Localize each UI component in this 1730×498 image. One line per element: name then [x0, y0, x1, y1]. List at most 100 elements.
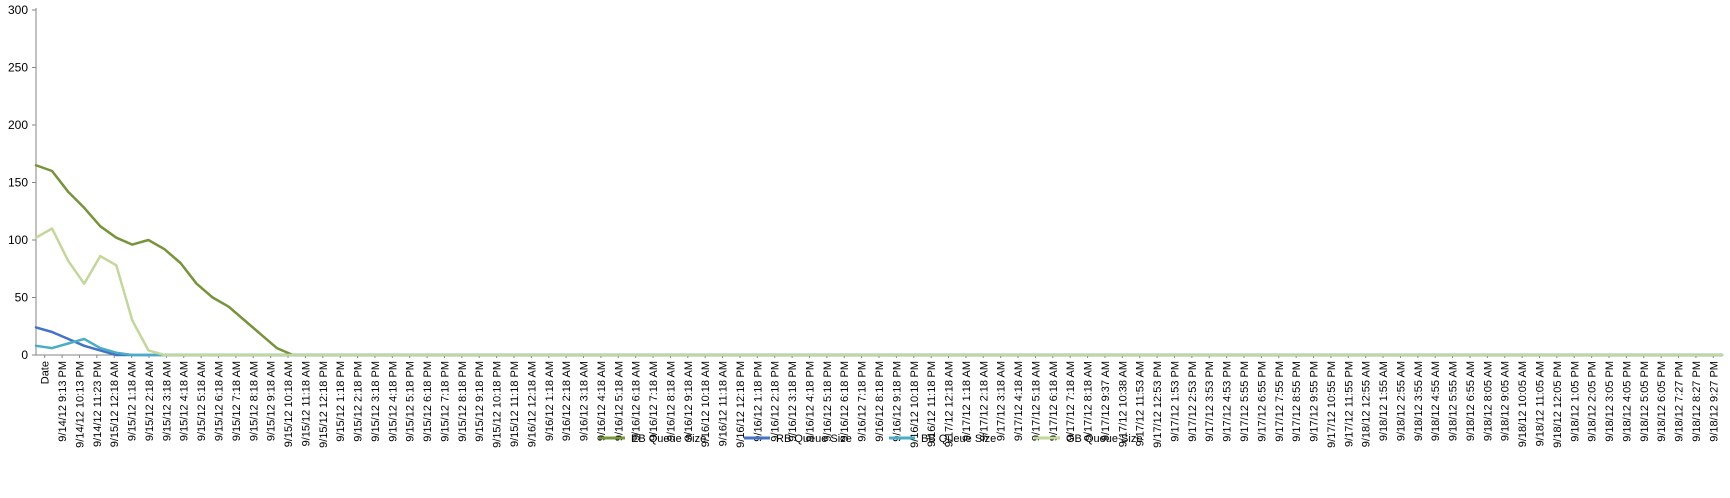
- x-tick-label: 9/17/12 1:53 PM: [1169, 361, 1181, 442]
- x-tick-label: 9/18/12 4:05 PM: [1621, 361, 1633, 442]
- x-tick-label: 9/15/12 12:18 PM: [318, 361, 330, 448]
- x-tick-label: 9/16/12 5:18 PM: [822, 361, 834, 442]
- x-tick-label: 9/16/12 6:18 PM: [839, 361, 851, 442]
- x-tick-label: 9/16/12 2:18 PM: [770, 361, 782, 442]
- x-tick-label: 9/16/12 7:18 PM: [857, 361, 869, 442]
- x-tick-label: 9/18/12 1:55 AM: [1378, 361, 1390, 441]
- y-tick-label: 200: [8, 118, 28, 132]
- x-tick-label: 9/14/12 11:23 PM: [92, 361, 104, 447]
- x-tick-label: 9/16/12 5:18 AM: [613, 361, 625, 441]
- x-tick-label: Date: [40, 361, 52, 384]
- x-tick-label: 9/15/12 8:18 PM: [457, 361, 469, 442]
- x-tick-label: 9/17/12 1:18 AM: [961, 361, 973, 441]
- series-layer: [34, 164, 1724, 357]
- x-tick-label: 9/16/12 11:18 AM: [718, 361, 730, 446]
- x-tick-label: 9/18/12 2:55 AM: [1395, 361, 1407, 441]
- x-tick-label: 9/15/12 3:18 AM: [161, 361, 173, 441]
- x-tick-label: 9/16/12 1:18 PM: [752, 361, 764, 442]
- x-tick-label: 9/15/12 1:18 AM: [127, 361, 139, 441]
- x-tick-label: 9/16/12 9:18 PM: [891, 361, 903, 442]
- x-tick-label: 9/18/12 11:05 AM: [1534, 361, 1546, 446]
- x-tick-label: 9/15/12 10:18 AM: [283, 361, 295, 447]
- x-tick-label: 9/17/12 11:55 PM: [1343, 361, 1355, 447]
- x-tick-label: 9/14/12 9:13 PM: [57, 361, 69, 442]
- x-tick-label: 9/16/12 2:18 AM: [561, 361, 573, 441]
- legend-label: GB Queue Size: [1066, 433, 1142, 445]
- x-tick-label: 9/15/12 6:18 AM: [214, 361, 226, 441]
- x-tick-label: 9/16/12 12:18 AM: [526, 361, 538, 447]
- x-tick-label: 9/18/12 9:05 AM: [1500, 361, 1512, 441]
- x-tick-label: 9/16/12 3:18 PM: [787, 361, 799, 442]
- x-tick-label: 9/15/12 6:18 PM: [422, 361, 434, 442]
- x-tick-label: 9/17/12 8:18 AM: [1083, 361, 1095, 441]
- x-tick-label: 9/15/12 1:18 PM: [335, 361, 347, 442]
- x-tick-label: 9/17/12 7:18 AM: [1065, 361, 1077, 441]
- legend-item-3: GB Queue Size: [1034, 433, 1142, 445]
- x-tick-label: 9/15/12 11:18 PM: [509, 361, 521, 447]
- x-tick-label: 9/16/12 8:18 PM: [874, 361, 886, 442]
- x-tick-label: 9/17/12 9:37 AM: [1100, 361, 1112, 441]
- x-tick-label: 9/18/12 3:55 AM: [1413, 361, 1425, 441]
- x-axis: Date 9/14/12 9:13 PM 9/14/12 10:13 PM 9/14/…: [36, 354, 1722, 448]
- legend-label: RB Queue Size: [776, 433, 852, 445]
- y-axis: 0 50 100 150 200 250 300: [8, 3, 37, 362]
- x-tick-label: 9/16/12 3:18 AM: [579, 361, 591, 441]
- x-tick-label: 9/18/12 8:27 PM: [1691, 361, 1703, 442]
- x-tick-label: 9/17/12 4:53 PM: [1222, 361, 1234, 442]
- x-tick-label: 9/18/12 3:05 PM: [1604, 361, 1616, 442]
- x-tick-label: 9/16/12 9:18 AM: [683, 361, 695, 441]
- x-tick-label: 9/17/12 4:18 AM: [1013, 361, 1025, 441]
- series-line-3: [34, 227, 1724, 357]
- x-tick-label: 9/18/12 6:55 AM: [1465, 361, 1477, 441]
- x-tick-label: 9/18/12 4:55 AM: [1430, 361, 1442, 441]
- x-tick-label: 9/17/12 2:18 AM: [978, 361, 990, 441]
- x-tick-label: 9/16/12 7:18 AM: [648, 361, 660, 441]
- x-tick-label: 9/17/12 10:55 PM: [1326, 361, 1338, 448]
- x-tick-label: 9/16/12 11:18 PM: [926, 361, 938, 447]
- y-tick-label: 100: [8, 233, 28, 247]
- x-tick-label: 9/18/12 1:05 PM: [1569, 361, 1581, 442]
- legend: EB Queue Size RB Queue Size BB Queue Size G…: [599, 433, 1142, 445]
- legend-item-0: EB Queue Size: [599, 433, 706, 445]
- x-tick-label: 9/16/12 4:18 PM: [804, 361, 816, 442]
- x-tick-label: 9/15/12 4:18 PM: [387, 361, 399, 442]
- x-tick-label: 9/18/12 12:55 AM: [1361, 361, 1373, 447]
- y-tick-label: 300: [8, 3, 28, 17]
- series-line-1: [34, 326, 1724, 357]
- y-tick-label: 250: [8, 61, 28, 75]
- x-tick-label: 9/17/12 7:55 PM: [1274, 361, 1286, 442]
- x-tick-label: 9/16/12 4:18 AM: [596, 361, 608, 441]
- x-tick-label: 9/15/12 7:18 AM: [231, 361, 243, 441]
- y-tick-label: 0: [21, 348, 28, 362]
- x-tick-label: 9/16/12 8:18 AM: [665, 361, 677, 441]
- x-tick-label: 9/15/12 5:18 PM: [405, 361, 417, 442]
- x-tick-label: 9/17/12 11:53 AM: [1135, 361, 1147, 446]
- y-tick-label: 50: [15, 291, 29, 305]
- x-tick-label: 9/14/12 10:13 PM: [74, 361, 86, 448]
- x-tick-label: 9/18/12 5:05 PM: [1639, 361, 1651, 442]
- x-tick-label: 9/17/12 10:38 AM: [1117, 361, 1129, 447]
- x-tick-label: 9/16/12 12:18 PM: [735, 361, 747, 448]
- x-tick-label: 9/16/12 1:18 AM: [544, 361, 556, 441]
- x-tick-label: 9/16/12 10:18 AM: [700, 361, 712, 447]
- x-tick-label: 9/18/12 6:05 PM: [1656, 361, 1668, 442]
- legend-label: BB Queue Size: [921, 433, 996, 445]
- x-tick-label: 9/16/12 10:18 PM: [909, 361, 921, 448]
- x-tick-label: 9/15/12 9:18 PM: [474, 361, 486, 442]
- x-tick-label: 9/18/12 2:05 PM: [1587, 361, 1599, 442]
- x-tick-label: 9/15/12 8:18 AM: [248, 361, 260, 441]
- x-tick-label: 9/15/12 4:18 AM: [179, 361, 191, 441]
- x-tick-label: 9/17/12 3:18 AM: [996, 361, 1008, 441]
- x-tick-label: 9/18/12 8:05 AM: [1482, 361, 1494, 441]
- x-tick-label: 9/18/12 9:27 PM: [1708, 361, 1720, 442]
- x-tick-label: 9/15/12 2:18 PM: [353, 361, 365, 442]
- x-tick-label: 9/18/12 5:55 AM: [1448, 361, 1460, 441]
- x-tick-label: 9/15/12 9:18 AM: [266, 361, 278, 441]
- x-tick-label: 9/15/12 5:18 AM: [196, 361, 208, 441]
- legend-item-1: RB Queue Size: [744, 433, 852, 445]
- series-line-0: [34, 164, 1724, 357]
- x-tick-label: 9/15/12 12:18 AM: [109, 361, 121, 447]
- x-tick-label: 9/17/12 12:53 PM: [1152, 361, 1164, 448]
- x-tick-label: 9/17/12 6:18 AM: [1048, 361, 1060, 441]
